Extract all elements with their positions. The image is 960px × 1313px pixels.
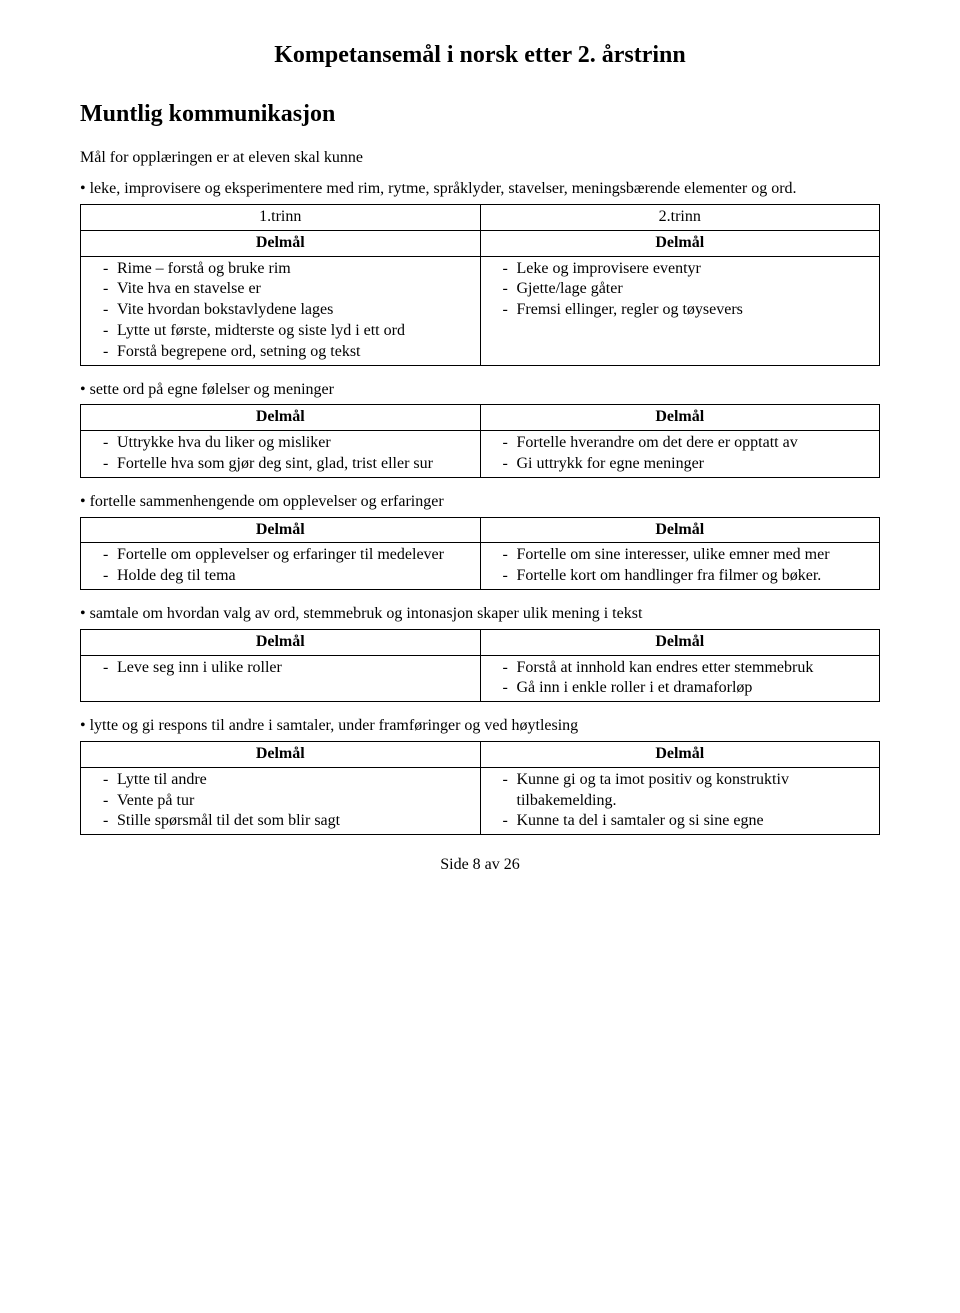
delmal-header-left: Delmål (81, 741, 481, 767)
table-cell-left: Rime – forstå og bruke rimVite hva en st… (81, 256, 481, 365)
delmal-header-left: Delmål (81, 230, 481, 256)
list-item: Kunne ta del i samtaler og si sine egne (487, 811, 874, 832)
delmal-header-right: Delmål (480, 629, 880, 655)
bullet-3: • fortelle sammenhengende om opplevelser… (80, 492, 880, 513)
list-item: Vite hva en stavelse er (87, 279, 474, 300)
table-cell-right: Forstå at innhold kan endres etter stemm… (480, 655, 880, 702)
list-item: Forstå at innhold kan endres etter stemm… (487, 658, 874, 679)
list-item: Rime – forstå og bruke rim (87, 259, 474, 280)
page-title: Kompetansemål i norsk etter 2. årstrinn (80, 40, 880, 71)
list-item: Gjette/lage gåter (487, 279, 874, 300)
list-item: Gå inn i enkle roller i et dramaforløp (487, 678, 874, 699)
list-item: Vente på tur (87, 791, 474, 812)
table-cell-right: Leke og improvisere eventyrGjette/lage g… (480, 256, 880, 365)
delmal-header-right: Delmål (480, 517, 880, 543)
list-item: Fortelle om sine interesser, ulike emner… (487, 545, 874, 566)
delmal-header-left: Delmål (81, 517, 481, 543)
table-cell-right: Fortelle hverandre om det dere er opptat… (480, 431, 880, 478)
table-cell-left: Uttrykke hva du liker og mislikerFortell… (81, 431, 481, 478)
delmal-header-right: Delmål (480, 741, 880, 767)
list-item: Leke og improvisere eventyr (487, 259, 874, 280)
list-item: Holde deg til tema (87, 566, 474, 587)
table-cell-left: Leve seg inn i ulike roller (81, 655, 481, 702)
page-footer: Side 8 av 26 (80, 855, 880, 876)
delmal-header-right: Delmål (480, 230, 880, 256)
delmal-header-left: Delmål (81, 405, 481, 431)
bullet-4: • samtale om hvordan valg av ord, stemme… (80, 604, 880, 625)
table-cell-left: Fortelle om opplevelser og erfaringer ti… (81, 543, 481, 590)
table-4: Delmål Delmål Leve seg inn i ulike rolle… (80, 629, 880, 702)
table-cell-right: Fortelle om sine interesser, ulike emner… (480, 543, 880, 590)
delmal-header-left: Delmål (81, 629, 481, 655)
trinn-right: 2.trinn (480, 204, 880, 230)
list-item: Vite hvordan bokstavlydene lages (87, 300, 474, 321)
list-item: Leve seg inn i ulike roller (87, 658, 474, 679)
list-item: Kunne gi og ta imot positiv og konstrukt… (487, 770, 874, 812)
bullet-1: • leke, improvisere og eksperimentere me… (80, 179, 880, 200)
list-item: Uttrykke hva du liker og misliker (87, 433, 474, 454)
list-item: Stille spørsmål til det som blir sagt (87, 811, 474, 832)
list-item: Gi uttrykk for egne meninger (487, 454, 874, 475)
table-3: Delmål Delmål Fortelle om opplevelser og… (80, 517, 880, 590)
table-1: 1.trinn 2.trinn Delmål Delmål Rime – for… (80, 204, 880, 366)
intro-text: Mål for opplæringen er at eleven skal ku… (80, 148, 880, 169)
section-heading: Muntlig kommunikasjon (80, 99, 880, 130)
list-item: Fremsi ellinger, regler og tøysevers (487, 300, 874, 321)
delmal-header-right: Delmål (480, 405, 880, 431)
list-item: Fortelle hverandre om det dere er opptat… (487, 433, 874, 454)
table-cell-right: Kunne gi og ta imot positiv og konstrukt… (480, 767, 880, 834)
list-item: Fortelle kort om handlinger fra filmer o… (487, 566, 874, 587)
list-item: Lytte til andre (87, 770, 474, 791)
bullet-2: • sette ord på egne følelser og meninger (80, 380, 880, 401)
table-cell-left: Lytte til andreVente på turStille spørsm… (81, 767, 481, 834)
list-item: Lytte ut første, midterste og siste lyd … (87, 321, 474, 342)
list-item: Fortelle om opplevelser og erfaringer ti… (87, 545, 474, 566)
table-2: Delmål Delmål Uttrykke hva du liker og m… (80, 404, 880, 477)
trinn-left: 1.trinn (81, 204, 481, 230)
table-5: Delmål Delmål Lytte til andreVente på tu… (80, 741, 880, 835)
bullet-5: • lytte og gi respons til andre i samtal… (80, 716, 880, 737)
list-item: Forstå begrepene ord, setning og tekst (87, 342, 474, 363)
list-item: Fortelle hva som gjør deg sint, glad, tr… (87, 454, 474, 475)
